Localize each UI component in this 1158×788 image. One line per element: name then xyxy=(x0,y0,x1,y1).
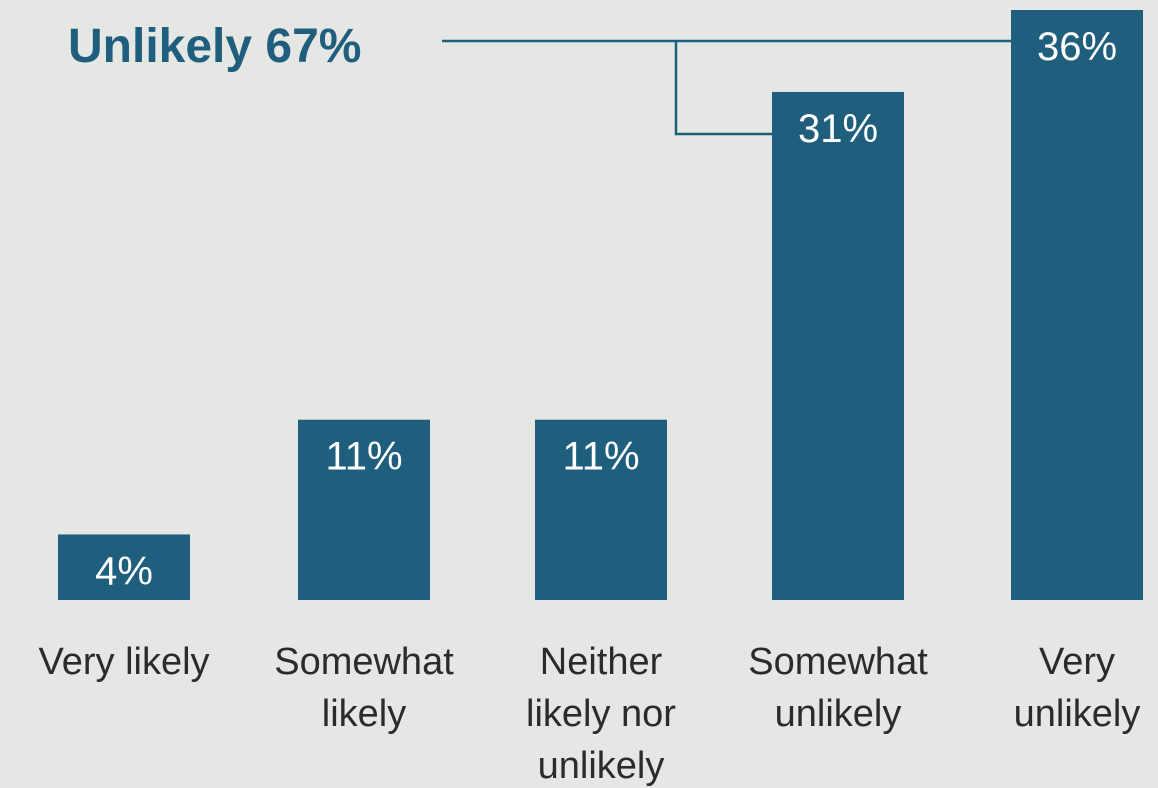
category-label-line: Very xyxy=(1039,641,1115,683)
bar-4 xyxy=(772,91,904,600)
category-label-1: Very likely xyxy=(38,641,209,683)
bar-1 xyxy=(58,534,190,600)
category-label-line: unlikely xyxy=(1014,693,1141,735)
bar-value-label-2: 11% xyxy=(325,435,402,479)
category-label-line: unlikely xyxy=(538,745,665,787)
bar-value-label-3: 11% xyxy=(562,435,639,479)
category-labels: Very likely Somewhat likely Neither likely n… xyxy=(38,641,1140,787)
category-label-line: Neither xyxy=(540,641,663,683)
category-label-4: Somewhat unlikely xyxy=(748,641,928,735)
category-label-2: Somewhat likely xyxy=(274,641,454,735)
bar-value-labels: 4% 11% 11% 31% 36% xyxy=(95,25,1117,593)
bar-3 xyxy=(535,419,667,600)
bar-value-label-5: 36% xyxy=(1037,25,1117,69)
bars-group xyxy=(58,10,1143,600)
category-label-line: unlikely xyxy=(775,693,902,735)
category-label-line: likely xyxy=(322,693,406,735)
bar-value-label-4: 31% xyxy=(798,107,878,151)
category-label-line: Very likely xyxy=(38,641,209,683)
category-label-line: Somewhat xyxy=(274,641,454,683)
category-label-3: Neither likely nor unlikely xyxy=(526,641,676,787)
unlikely-bracket: Unlikely 67% xyxy=(68,20,1011,136)
bar-5 xyxy=(1011,10,1143,600)
category-label-line: Somewhat xyxy=(748,641,928,683)
bracket-line xyxy=(442,39,1011,136)
category-label-line: likely nor xyxy=(526,693,676,735)
category-label-5: Very unlikely xyxy=(1014,641,1141,735)
bracket-annotation-text: Unlikely 67% xyxy=(68,20,361,73)
bar-value-label-1: 4% xyxy=(95,549,153,593)
bar-2 xyxy=(298,419,430,600)
